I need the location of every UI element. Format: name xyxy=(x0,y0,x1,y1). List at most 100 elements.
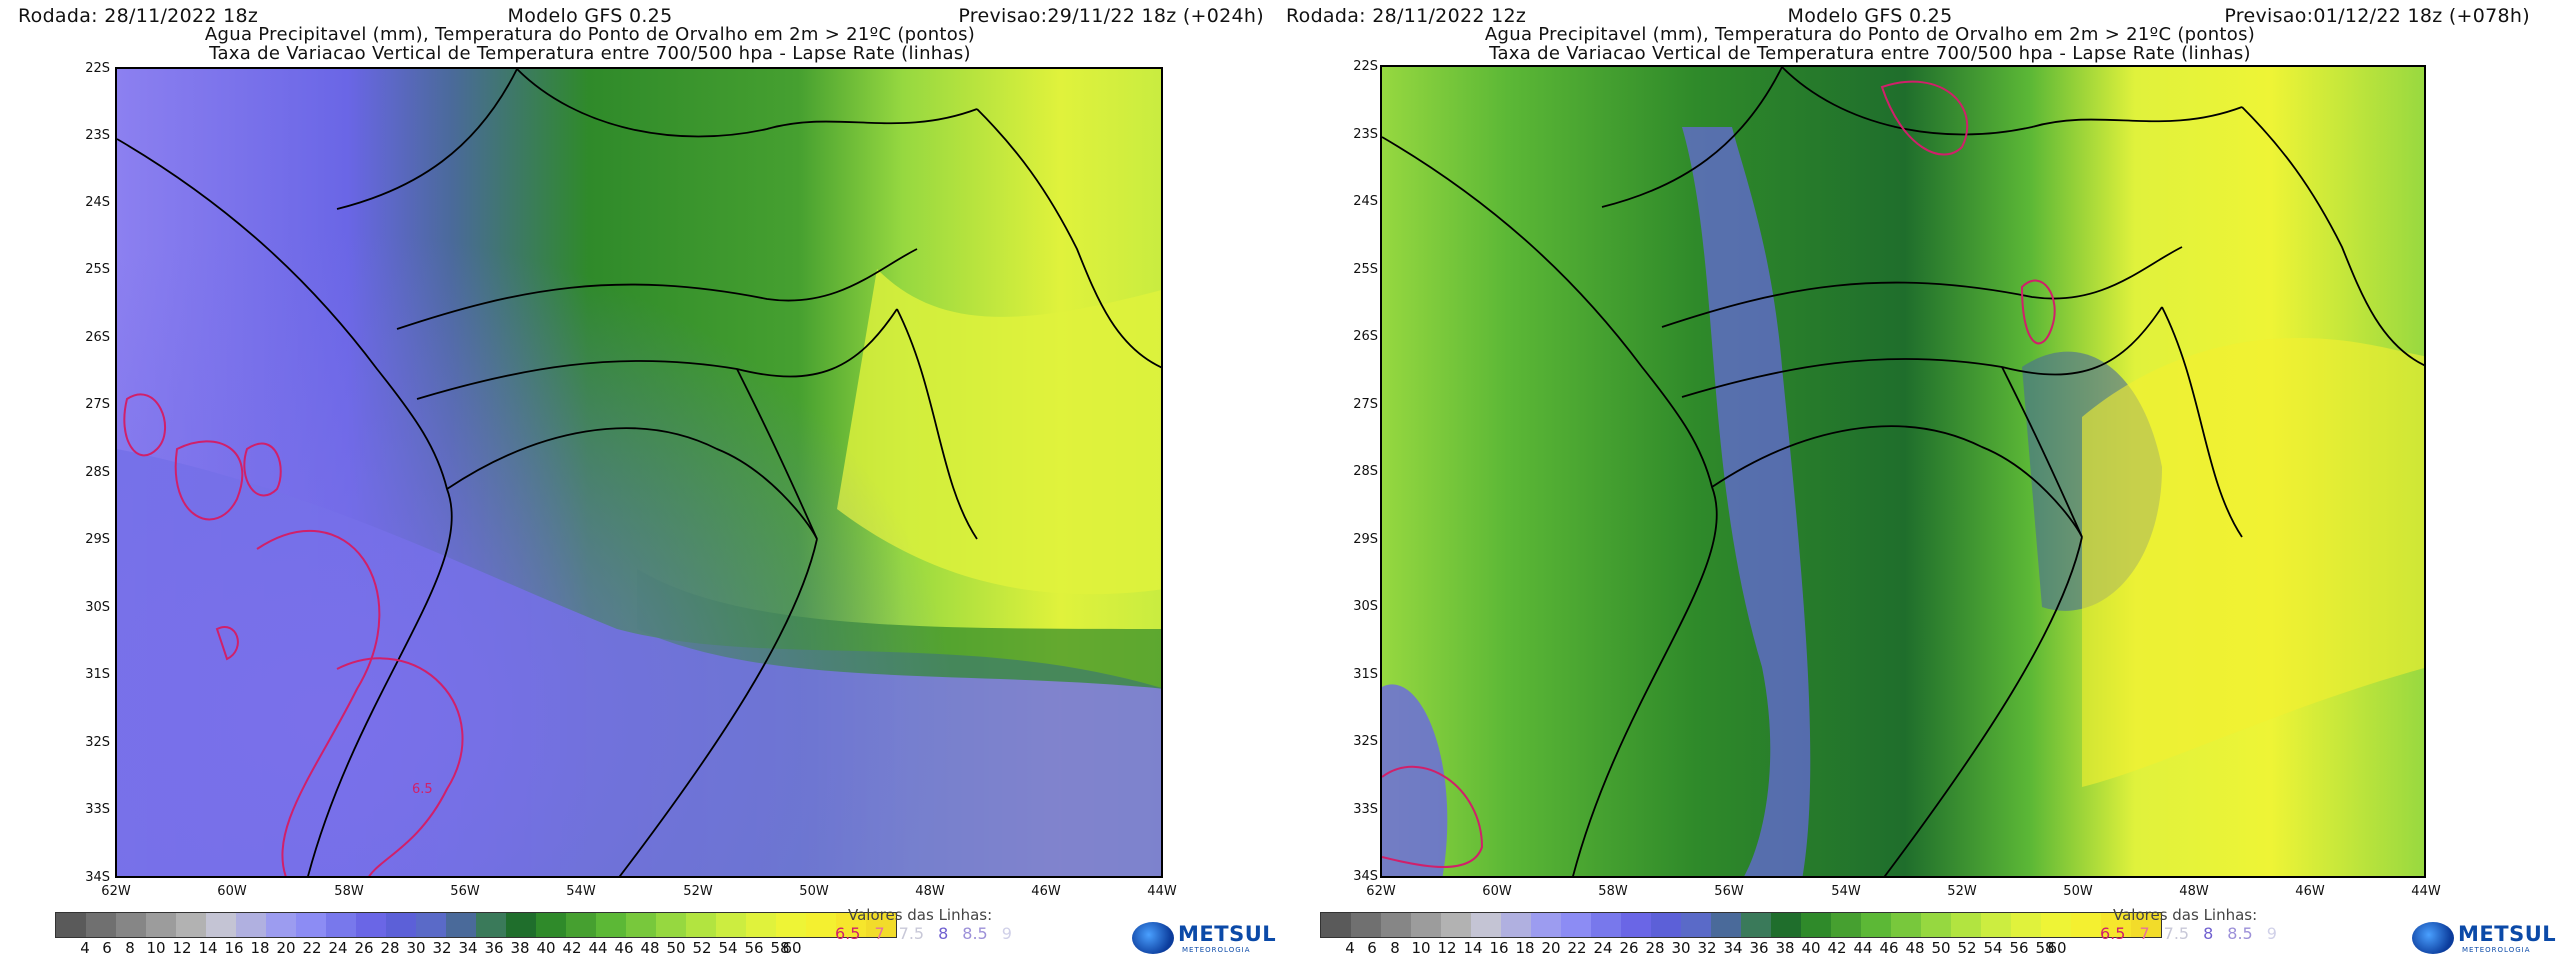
colorbar-label: 8 xyxy=(125,939,135,957)
colorbar-label: 14 xyxy=(1463,939,1483,957)
lon-label: 50W xyxy=(799,884,829,899)
colorbar-label: 22 xyxy=(1567,939,1587,957)
colorbar-swatch xyxy=(2041,913,2071,937)
colorbar-swatch xyxy=(626,913,656,937)
colorbar-label: 18 xyxy=(250,939,270,957)
colorbar-swatch xyxy=(1921,913,1951,937)
colorbar-swatch xyxy=(2011,913,2041,937)
colorbar-swatch xyxy=(386,913,416,937)
lon-label: 62W xyxy=(101,884,131,899)
colorbar xyxy=(1320,912,2162,938)
colorbar-label: 32 xyxy=(432,939,452,957)
colorbar-label: 32 xyxy=(1697,939,1717,957)
colorbar-label: 40 xyxy=(1801,939,1821,957)
colorbar-swatch xyxy=(1891,913,1921,937)
colorbar-label: 54 xyxy=(1983,939,2003,957)
logo-name: METSUL xyxy=(2458,922,2557,946)
lat-label: 26S xyxy=(85,330,110,345)
precipitable-water-map: 6.5 xyxy=(115,67,1163,878)
colorbar-label: 42 xyxy=(562,939,582,957)
subtitle-line-2: Taxa de Variacao Vertical de Temperatura… xyxy=(209,43,971,64)
legend-value: 8.5 xyxy=(962,924,988,943)
colorbar-swatch xyxy=(1831,913,1861,937)
colorbar-swatch xyxy=(356,913,386,937)
lon-label: 46W xyxy=(1031,884,1061,899)
colorbar-swatch xyxy=(1411,913,1441,937)
colorbar-swatch xyxy=(1471,913,1501,937)
lat-label: 25S xyxy=(1353,262,1378,277)
colorbar-swatch xyxy=(1621,913,1651,937)
subtitle-line-1: Agua Precipitavel (mm), Temperatura do P… xyxy=(1484,24,2256,45)
lon-label: 54W xyxy=(1831,884,1861,899)
forecast-panel-right: Rodada: 28/11/2022 12z Modelo GFS 0.25 P… xyxy=(1280,0,2560,977)
colorbar-swatch xyxy=(1711,913,1741,937)
colorbar-label: 20 xyxy=(1541,939,1561,957)
lat-label: 29S xyxy=(85,532,110,547)
lon-label: 48W xyxy=(2179,884,2209,899)
colorbar-label: 50 xyxy=(666,939,686,957)
globe-icon xyxy=(1132,922,1174,954)
lon-label: 46W xyxy=(2295,884,2325,899)
metsul-logo: METSUL METEOROLOGIA xyxy=(2412,916,2556,958)
colorbar-label: 38 xyxy=(510,939,530,957)
legend-values: 6.5 7 7.5 8 8.5 9 xyxy=(835,924,1012,943)
colorbar-label: 36 xyxy=(484,939,504,957)
logo-tagline: METEOROLOGIA xyxy=(2462,946,2531,954)
colorbar-label: 26 xyxy=(354,939,374,957)
legend-value: 8 xyxy=(2203,924,2214,943)
colorbar-swatch xyxy=(326,913,356,937)
colorbar-swatch xyxy=(1801,913,1831,937)
lat-label: 23S xyxy=(85,128,110,143)
colorbar-swatch xyxy=(416,913,446,937)
colorbar-label: 46 xyxy=(614,939,634,957)
lat-label: 32S xyxy=(1353,734,1378,749)
model-label: Modelo GFS 0.25 xyxy=(1787,5,1953,27)
lon-label: 62W xyxy=(1366,884,1396,899)
colorbar-label: 46 xyxy=(1879,939,1899,957)
lat-label: 34S xyxy=(1353,869,1378,884)
run-label: Rodada: 28/11/2022 12z xyxy=(1286,5,1527,27)
lat-label: 25S xyxy=(85,262,110,277)
colorbar-label: 60 xyxy=(2047,939,2067,957)
colorbar-label: 20 xyxy=(276,939,296,957)
colorbar-label: 10 xyxy=(1411,939,1431,957)
colorbar-label: 44 xyxy=(1853,939,1873,957)
forecast-label: Previsao:01/12/22 18z (+078h) xyxy=(2224,5,2530,27)
colorbar-swatch xyxy=(206,913,236,937)
lat-label: 31S xyxy=(85,667,110,682)
colorbar-swatch xyxy=(506,913,536,937)
map-field-right xyxy=(1382,67,2424,876)
legend-value: 9 xyxy=(2266,924,2277,943)
colorbar-label: 30 xyxy=(1671,939,1691,957)
colorbar-swatch xyxy=(536,913,566,937)
subtitle-line-2: Taxa de Variacao Vertical de Temperatura… xyxy=(1489,43,2251,64)
colorbar-swatch xyxy=(1591,913,1621,937)
lat-label: 22S xyxy=(85,61,110,76)
colorbar-swatch xyxy=(1321,913,1351,937)
lat-label: 24S xyxy=(85,195,110,210)
forecast-label: Previsao:29/11/22 18z (+024h) xyxy=(958,5,1264,27)
colorbar-label: 4 xyxy=(1345,939,1355,957)
colorbar-swatch xyxy=(2071,913,2101,937)
colorbar-label: 26 xyxy=(1619,939,1639,957)
colorbar-label: 60 xyxy=(782,939,802,957)
lon-label: 52W xyxy=(683,884,713,899)
legend-value: 7 xyxy=(874,924,885,943)
colorbar-swatch xyxy=(866,913,896,937)
colorbar-swatch xyxy=(746,913,776,937)
colorbar-label: 22 xyxy=(302,939,322,957)
lat-label: 33S xyxy=(1353,802,1378,817)
colorbar-swatch xyxy=(146,913,176,937)
legend-value: 9 xyxy=(1001,924,1012,943)
colorbar-label: 12 xyxy=(172,939,192,957)
lon-label: 44W xyxy=(2411,884,2441,899)
colorbar-label: 42 xyxy=(1827,939,1847,957)
lon-label: 56W xyxy=(1714,884,1744,899)
legend-value: 7.5 xyxy=(898,924,925,943)
colorbar-label: 30 xyxy=(406,939,426,957)
lon-label: 44W xyxy=(1147,884,1177,899)
colorbar-swatch xyxy=(1501,913,1531,937)
colorbar-swatch xyxy=(176,913,206,937)
colorbar-swatch xyxy=(1741,913,1771,937)
lon-label: 56W xyxy=(450,884,480,899)
